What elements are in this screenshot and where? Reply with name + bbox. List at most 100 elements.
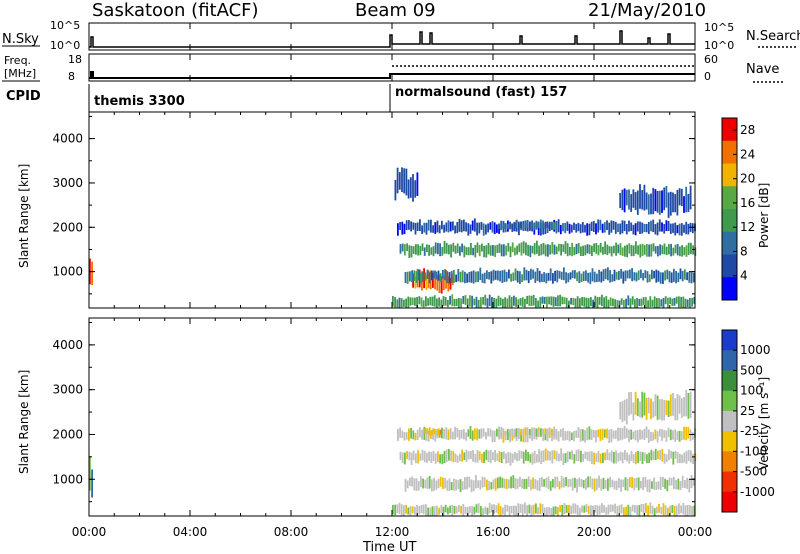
heatmap-cell (442, 506, 445, 516)
heatmap-cell (525, 269, 528, 281)
heatmap-cell (591, 451, 593, 464)
heatmap-cell (537, 300, 539, 308)
heatmap-cell (509, 222, 511, 230)
heatmap-cell (523, 267, 526, 281)
heatmap-cell (475, 504, 478, 513)
heatmap-cell (641, 190, 644, 210)
heatmap-cell (408, 220, 410, 230)
heatmap-cell (466, 476, 468, 490)
heatmap-cell (537, 221, 540, 228)
heatmap-cell (542, 429, 545, 441)
heatmap-cell (405, 220, 408, 231)
heatmap-cell (568, 504, 570, 516)
heatmap-cell (612, 221, 615, 230)
heatmap-cell (524, 220, 527, 228)
heatmap-cell (450, 270, 453, 283)
heatmap-cell (616, 300, 619, 308)
heatmap-cell (581, 297, 583, 306)
heatmap-cell (614, 503, 616, 514)
heatmap-cell (626, 244, 628, 258)
heatmap-cell (565, 477, 567, 487)
heatmap-cell (516, 245, 518, 255)
heatmap-cell (593, 271, 596, 283)
heatmap-cell (690, 272, 693, 284)
heatmap-cell (435, 480, 438, 490)
heatmap-cell (428, 272, 431, 284)
heatmap-cell (609, 297, 612, 307)
heatmap-cell (440, 299, 443, 308)
heatmap-cell (615, 480, 618, 491)
heatmap-cell (636, 190, 639, 215)
heatmap-cell (409, 297, 412, 306)
heatmap-cell (522, 241, 525, 254)
heatmap-cell (677, 272, 680, 283)
heatmap-cell (450, 482, 453, 490)
heatmap-cell (409, 506, 412, 516)
heatmap-cell (679, 481, 682, 491)
heatmap-cell (514, 247, 516, 256)
heatmap-cell (438, 507, 440, 515)
heatmap-cell (508, 479, 510, 489)
heatmap-cell (499, 297, 502, 306)
heatmap-cell (555, 246, 558, 255)
heatmap-cell (487, 450, 490, 463)
heatmap-cell (666, 479, 669, 492)
heatmap-cell (420, 272, 422, 284)
heatmap-cell (427, 430, 430, 442)
heatmap-cell (530, 268, 532, 280)
heatmap-cell (527, 476, 530, 487)
heatmap-cell (519, 271, 521, 284)
heatmap-cell (396, 167, 399, 194)
heatmap-cell (630, 392, 633, 415)
colorbar-swatch (722, 140, 737, 164)
colorbar-swatch (722, 410, 737, 432)
heatmap-cell (656, 395, 659, 420)
heatmap-cell (482, 297, 484, 305)
heatmap-cell (471, 430, 474, 441)
heatmap-cell (499, 506, 502, 516)
heatmap-cell (425, 222, 428, 235)
heatmap-cell (472, 449, 474, 462)
heatmap-cell (417, 481, 420, 491)
heatmap-cell (413, 478, 416, 491)
heatmap-cell (422, 504, 425, 515)
heatmap-cell (549, 268, 552, 281)
heatmap-cell (91, 261, 93, 286)
heatmap-cell (526, 427, 529, 436)
heatmap-cell (512, 475, 515, 488)
heatmap-cell (538, 270, 541, 283)
heatmap-cell (582, 480, 585, 489)
heatmap-cell (554, 270, 556, 282)
heatmap-cell (626, 478, 629, 491)
heatmap-cell (661, 190, 663, 213)
heatmap-cell (499, 476, 501, 488)
heatmap-cell (569, 272, 572, 280)
heatmap-cell (648, 244, 650, 257)
heatmap-cell (544, 223, 547, 229)
heatmap-cell (685, 451, 688, 464)
heatmap-cell (504, 430, 507, 437)
heatmap-cell (460, 220, 463, 233)
heatmap-cell (585, 503, 588, 512)
heatmap-cell (532, 477, 534, 489)
heatmap-cell (535, 503, 537, 514)
heatmap-cell (477, 271, 479, 282)
heatmap-cell (509, 246, 512, 258)
heatmap-cell (467, 247, 470, 256)
heatmap-cell (423, 450, 426, 463)
heatmap-cell (529, 245, 532, 258)
heatmap-cell (651, 269, 653, 280)
heatmap-cell (558, 243, 560, 252)
y-tick-label: 3000 (52, 176, 83, 190)
heatmap-cell (664, 478, 666, 489)
heatmap-cell (690, 450, 692, 463)
heatmap-cell (675, 271, 677, 284)
heatmap-cell (570, 505, 572, 515)
heatmap-cell (413, 270, 416, 281)
heatmap-cell (665, 430, 668, 442)
heatmap-cell (684, 480, 686, 488)
colorbar-tick-label: -1000 (740, 485, 775, 499)
heatmap-cell (447, 507, 449, 515)
heatmap-cell (672, 393, 674, 416)
velocity-panel: 1000 2000 3000 4000 Slant Range [km] 1000 50… (17, 317, 775, 517)
